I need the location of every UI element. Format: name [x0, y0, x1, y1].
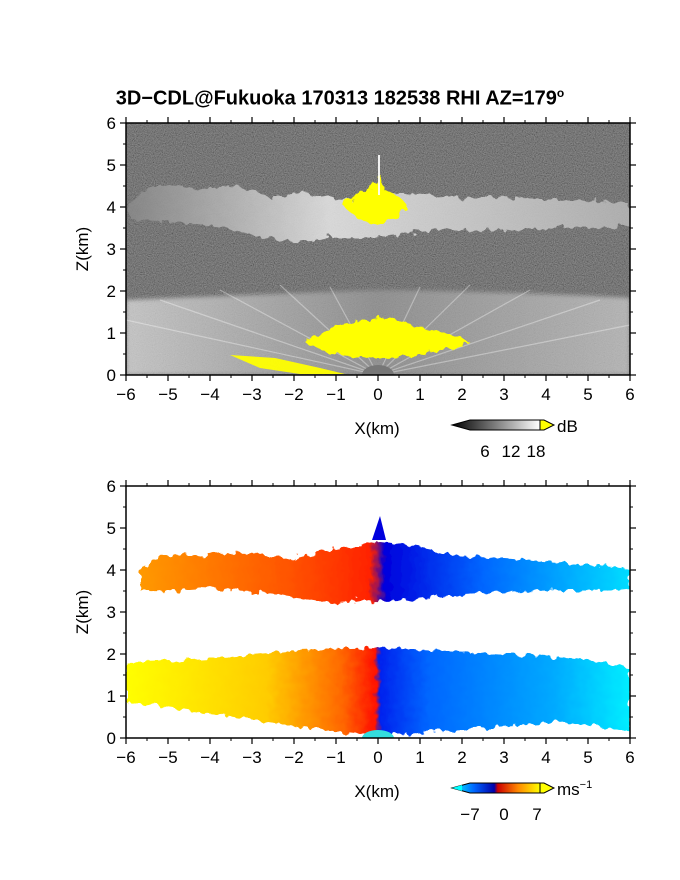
bottom-ytick-label: 1 — [107, 687, 116, 706]
top-ytick-label: 3 — [107, 240, 116, 259]
top-xtick-label: −1 — [326, 385, 345, 404]
bottom-axis-ticks: −6 −5 −4 −3 −2 −1 0 1 2 3 4 5 6 0 1 2 3 4 5 6 — [107, 477, 636, 767]
top-axis-ticks: −6 −5 −4 −3 −2 −1 0 1 2 3 4 5 6 0 1 2 3 4 5 6 — [107, 114, 636, 404]
bottom-xtick-label: 0 — [373, 748, 382, 767]
top-xtick-label: 3 — [499, 385, 508, 404]
bottom-ytick-label: 6 — [107, 477, 116, 496]
velocity-boundary-layer — [126, 648, 630, 736]
chart-title: 3D−CDL@Fukuoka 170313 182538 RHI AZ=179o — [115, 86, 565, 110]
bottom-colorbar-tick-7: 7 — [532, 805, 541, 824]
bottom-xtick-label: 2 — [457, 748, 466, 767]
top-ytick-label: 4 — [107, 198, 116, 217]
top-xtick-label: −3 — [242, 385, 261, 404]
top-xtick-label: −5 — [158, 385, 177, 404]
bottom-ytick-label: 4 — [107, 561, 116, 580]
bottom-xtick-label: −3 — [242, 748, 261, 767]
top-colorbar-tick-18: 18 — [527, 442, 546, 461]
top-y-axis-label: Z(km) — [73, 227, 92, 271]
bottom-xtick-label: −2 — [284, 748, 303, 767]
bottom-colorbar-tick-0: 0 — [499, 805, 508, 824]
velocity-upper-layer — [140, 542, 630, 603]
top-heatmap — [126, 123, 630, 375]
bottom-xtick-label: 5 — [583, 748, 592, 767]
top-x-axis-label: X(km) — [354, 419, 399, 438]
saturated-core-lower — [305, 317, 470, 358]
bottom-xtick-label: −6 — [116, 748, 135, 767]
bottom-xtick-label: 4 — [541, 748, 550, 767]
top-colorbar-unit: dB — [557, 417, 578, 436]
bottom-colorbar-tick-neg7: −7 — [460, 805, 479, 824]
bottom-ytick-label: 3 — [107, 603, 116, 622]
top-xtick-label: 4 — [541, 385, 550, 404]
bottom-ytick-label: 2 — [107, 645, 116, 664]
bottom-ytick-label: 5 — [107, 519, 116, 538]
top-ytick-label: 1 — [107, 324, 116, 343]
bottom-x-axis-label: X(km) — [354, 782, 399, 801]
bottom-xtick-label: 6 — [625, 748, 634, 767]
bottom-colorbar-unit: ms−1 — [557, 779, 592, 799]
top-xtick-label: 0 — [373, 385, 382, 404]
top-colorbar: dB 6 12 18 — [450, 417, 578, 461]
top-xtick-label: −2 — [284, 385, 303, 404]
bottom-heatmap — [126, 486, 630, 738]
top-xtick-label: −6 — [116, 385, 135, 404]
bottom-xtick-label: 3 — [499, 748, 508, 767]
top-xtick-label: 2 — [457, 385, 466, 404]
top-xtick-label: 5 — [583, 385, 592, 404]
top-ytick-label: 6 — [107, 114, 116, 133]
top-colorbar-tick-12: 12 — [502, 442, 521, 461]
bottom-xtick-label: −4 — [200, 748, 219, 767]
bottom-colorbar: ms−1 −7 0 7 — [450, 779, 592, 824]
top-xtick-label: 6 — [625, 385, 634, 404]
saturated-core-upper — [342, 172, 408, 224]
bottom-y-axis-label: Z(km) — [73, 590, 92, 634]
top-ytick-label: 0 — [107, 366, 116, 385]
top-xtick-label: −4 — [200, 385, 219, 404]
top-colorbar-tick-6: 6 — [480, 442, 489, 461]
bottom-xtick-label: 1 — [415, 748, 424, 767]
top-xtick-label: 1 — [415, 385, 424, 404]
top-panel: −6 −5 −4 −3 −2 −1 0 1 2 3 4 5 6 0 1 2 3 4 5 6 X(km) Z(km) — [73, 114, 636, 438]
bottom-ytick-label: 0 — [107, 729, 116, 748]
top-ytick-label: 2 — [107, 282, 116, 301]
bottom-xtick-label: −1 — [326, 748, 345, 767]
bottom-xtick-label: −5 — [158, 748, 177, 767]
bottom-panel: −6 −5 −4 −3 −2 −1 0 1 2 3 4 5 6 0 1 2 3 4 5 6 X(km) Z(km) — [73, 477, 636, 801]
top-ytick-label: 5 — [107, 156, 116, 175]
